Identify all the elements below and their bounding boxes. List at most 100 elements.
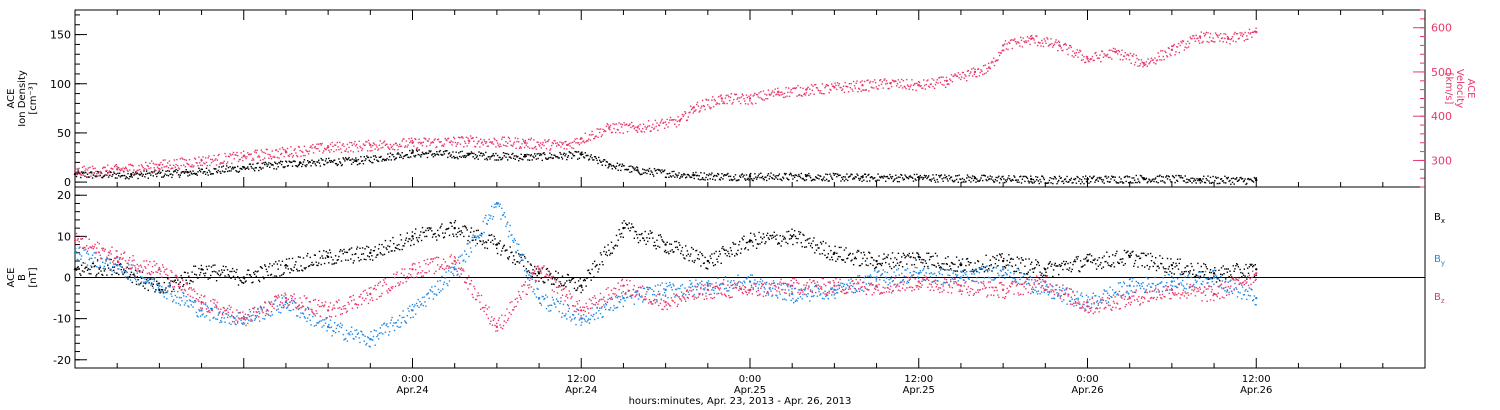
data-point	[439, 141, 441, 143]
data-point	[465, 155, 468, 157]
data-point	[484, 140, 486, 143]
data-point	[577, 142, 580, 144]
data-point	[1005, 264, 1008, 267]
data-point	[902, 252, 905, 255]
data-point	[530, 264, 532, 266]
data-point	[323, 250, 325, 252]
data-point	[503, 155, 505, 157]
data-point	[492, 153, 495, 155]
data-point	[1067, 262, 1069, 265]
data-point	[305, 308, 307, 310]
data-point	[1138, 59, 1140, 61]
data-point	[852, 264, 855, 266]
data-point	[448, 280, 451, 282]
data-point	[961, 71, 964, 74]
data-point	[991, 60, 993, 63]
data-point	[330, 256, 333, 258]
data-point	[550, 148, 552, 150]
data-point	[187, 175, 189, 177]
data-point	[622, 132, 624, 134]
data-point	[256, 315, 258, 317]
data-point	[973, 73, 975, 75]
data-point	[206, 305, 208, 307]
data-point	[215, 164, 218, 166]
data-point	[608, 128, 610, 130]
data-point	[394, 246, 397, 249]
data-point	[107, 254, 110, 256]
data-point	[831, 259, 834, 261]
data-point	[382, 158, 384, 160]
data-point	[912, 89, 914, 91]
data-point	[1164, 50, 1166, 52]
data-point	[893, 266, 895, 268]
data-point	[1177, 268, 1180, 270]
data-point	[244, 168, 246, 170]
data-point	[1181, 176, 1183, 179]
data-point	[896, 180, 899, 183]
data-point	[928, 86, 931, 88]
data-point	[235, 271, 237, 274]
data-point	[279, 275, 281, 277]
data-point	[441, 223, 443, 225]
data-point	[777, 174, 780, 177]
data-point	[441, 275, 443, 278]
data-point	[345, 337, 347, 340]
data-point	[132, 165, 134, 167]
data-point	[292, 154, 295, 157]
data-point	[876, 88, 878, 90]
data-point	[111, 273, 113, 276]
data-point	[826, 256, 829, 258]
data-point	[1185, 270, 1187, 273]
data-point	[706, 99, 708, 101]
data-point	[426, 140, 429, 142]
data-point	[845, 247, 847, 249]
data-point	[862, 89, 864, 91]
data-point	[658, 169, 661, 171]
data-point	[809, 88, 811, 90]
data-point	[1174, 181, 1176, 184]
data-point	[208, 265, 210, 267]
data-point	[374, 344, 376, 346]
data-point	[291, 156, 294, 158]
data-point	[294, 264, 296, 266]
data-point	[153, 280, 155, 282]
data-point	[312, 160, 315, 163]
data-point	[999, 177, 1002, 180]
data-point	[1156, 265, 1159, 268]
data-point	[399, 249, 401, 251]
data-point	[203, 303, 205, 305]
data-point	[298, 163, 300, 166]
data-point	[806, 174, 808, 176]
data-point	[213, 316, 215, 319]
data-point	[388, 331, 391, 333]
data-point	[453, 266, 456, 268]
data-point	[422, 153, 424, 155]
data-point	[1101, 50, 1104, 53]
data-point	[285, 161, 288, 163]
data-point-anchor	[495, 243, 499, 246]
data-point	[808, 94, 810, 96]
data-point	[477, 229, 479, 232]
data-point	[508, 156, 511, 158]
data-point	[315, 261, 317, 263]
data-point	[869, 263, 872, 265]
data-point	[958, 174, 960, 176]
data-point	[317, 264, 319, 267]
data-point	[703, 262, 705, 264]
data-point	[676, 246, 678, 248]
data-point	[765, 241, 767, 243]
data-point	[967, 261, 970, 263]
data-point	[331, 141, 333, 144]
data-point	[412, 238, 414, 240]
data-point	[550, 272, 552, 275]
data-point	[1230, 276, 1233, 278]
data-point	[819, 175, 821, 177]
data-point	[103, 270, 106, 272]
data-point	[311, 311, 313, 313]
data-point	[420, 303, 423, 305]
data-point-anchor	[987, 66, 991, 69]
data-point	[1005, 48, 1008, 50]
data-point	[1166, 56, 1169, 58]
data-point	[181, 277, 183, 280]
data-point	[241, 322, 243, 324]
